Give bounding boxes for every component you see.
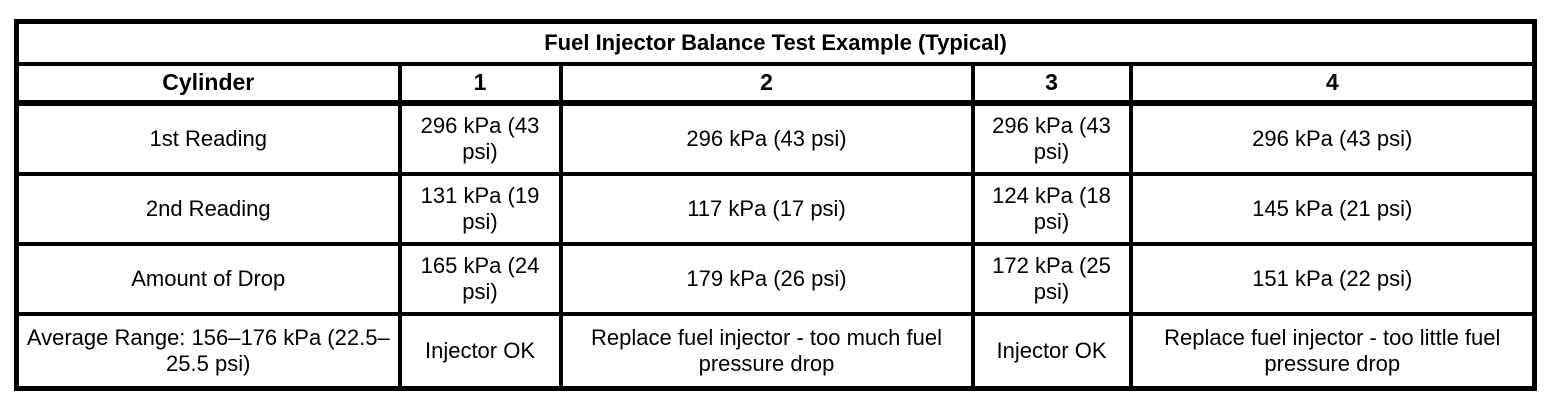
header-cylinder-4: 4 bbox=[1128, 62, 1537, 106]
table-row-amount-of-drop: Amount of Drop 165 kPa (24 psi) 179 kPa … bbox=[14, 242, 1537, 316]
table-row-1st-reading: 1st Reading 296 kPa (43 psi) 296 kPa (43… bbox=[14, 101, 1537, 176]
cell-2nd-reading-cyl2: 117 kPa (17 psi) bbox=[558, 172, 975, 246]
cell-1st-reading-cyl2: 296 kPa (43 psi) bbox=[558, 101, 975, 176]
header-cylinder-3: 3 bbox=[970, 62, 1133, 106]
cell-drop-cyl4: 151 kPa (22 psi) bbox=[1128, 242, 1537, 316]
row-label: 1st Reading bbox=[14, 101, 402, 176]
row-label: 2nd Reading bbox=[14, 172, 402, 246]
cell-1st-reading-cyl1: 296 kPa (43 psi) bbox=[397, 101, 563, 176]
cell-drop-cyl3: 172 kPa (25 psi) bbox=[970, 242, 1133, 316]
table-title: Fuel Injector Balance Test Example (Typi… bbox=[14, 19, 1537, 66]
cell-2nd-reading-cyl3: 124 kPa (18 psi) bbox=[970, 172, 1133, 246]
table-title-row: Fuel Injector Balance Test Example (Typi… bbox=[14, 19, 1537, 66]
cell-2nd-reading-cyl4: 145 kPa (21 psi) bbox=[1128, 172, 1537, 246]
cell-1st-reading-cyl3: 296 kPa (43 psi) bbox=[970, 101, 1133, 176]
fuel-injector-balance-table: Fuel Injector Balance Test Example (Typi… bbox=[14, 19, 1538, 391]
cell-drop-cyl1: 165 kPa (24 psi) bbox=[397, 242, 563, 316]
row-label: Amount of Drop bbox=[14, 242, 402, 316]
header-cylinder-2: 2 bbox=[558, 62, 975, 106]
header-cylinder: Cylinder bbox=[14, 62, 402, 106]
cell-verdict-cyl4: Replace fuel injector - too little fuel … bbox=[1128, 312, 1537, 391]
cell-verdict-cyl1: Injector OK bbox=[397, 312, 563, 391]
cell-drop-cyl2: 179 kPa (26 psi) bbox=[558, 242, 975, 316]
cell-verdict-cyl2: Replace fuel injector - too much fuel pr… bbox=[558, 312, 975, 391]
table-row-2nd-reading: 2nd Reading 131 kPa (19 psi) 117 kPa (17… bbox=[14, 172, 1537, 246]
table-header-row: Cylinder 1 2 3 4 bbox=[14, 62, 1537, 106]
header-cylinder-1: 1 bbox=[397, 62, 563, 106]
cell-1st-reading-cyl4: 296 kPa (43 psi) bbox=[1128, 101, 1537, 176]
cell-2nd-reading-cyl1: 131 kPa (19 psi) bbox=[397, 172, 563, 246]
cell-verdict-cyl3: Injector OK bbox=[970, 312, 1133, 391]
row-label: Average Range: 156–176 kPa (22.5–25.5 ps… bbox=[14, 312, 402, 391]
table-row-average-range: Average Range: 156–176 kPa (22.5–25.5 ps… bbox=[14, 312, 1537, 391]
